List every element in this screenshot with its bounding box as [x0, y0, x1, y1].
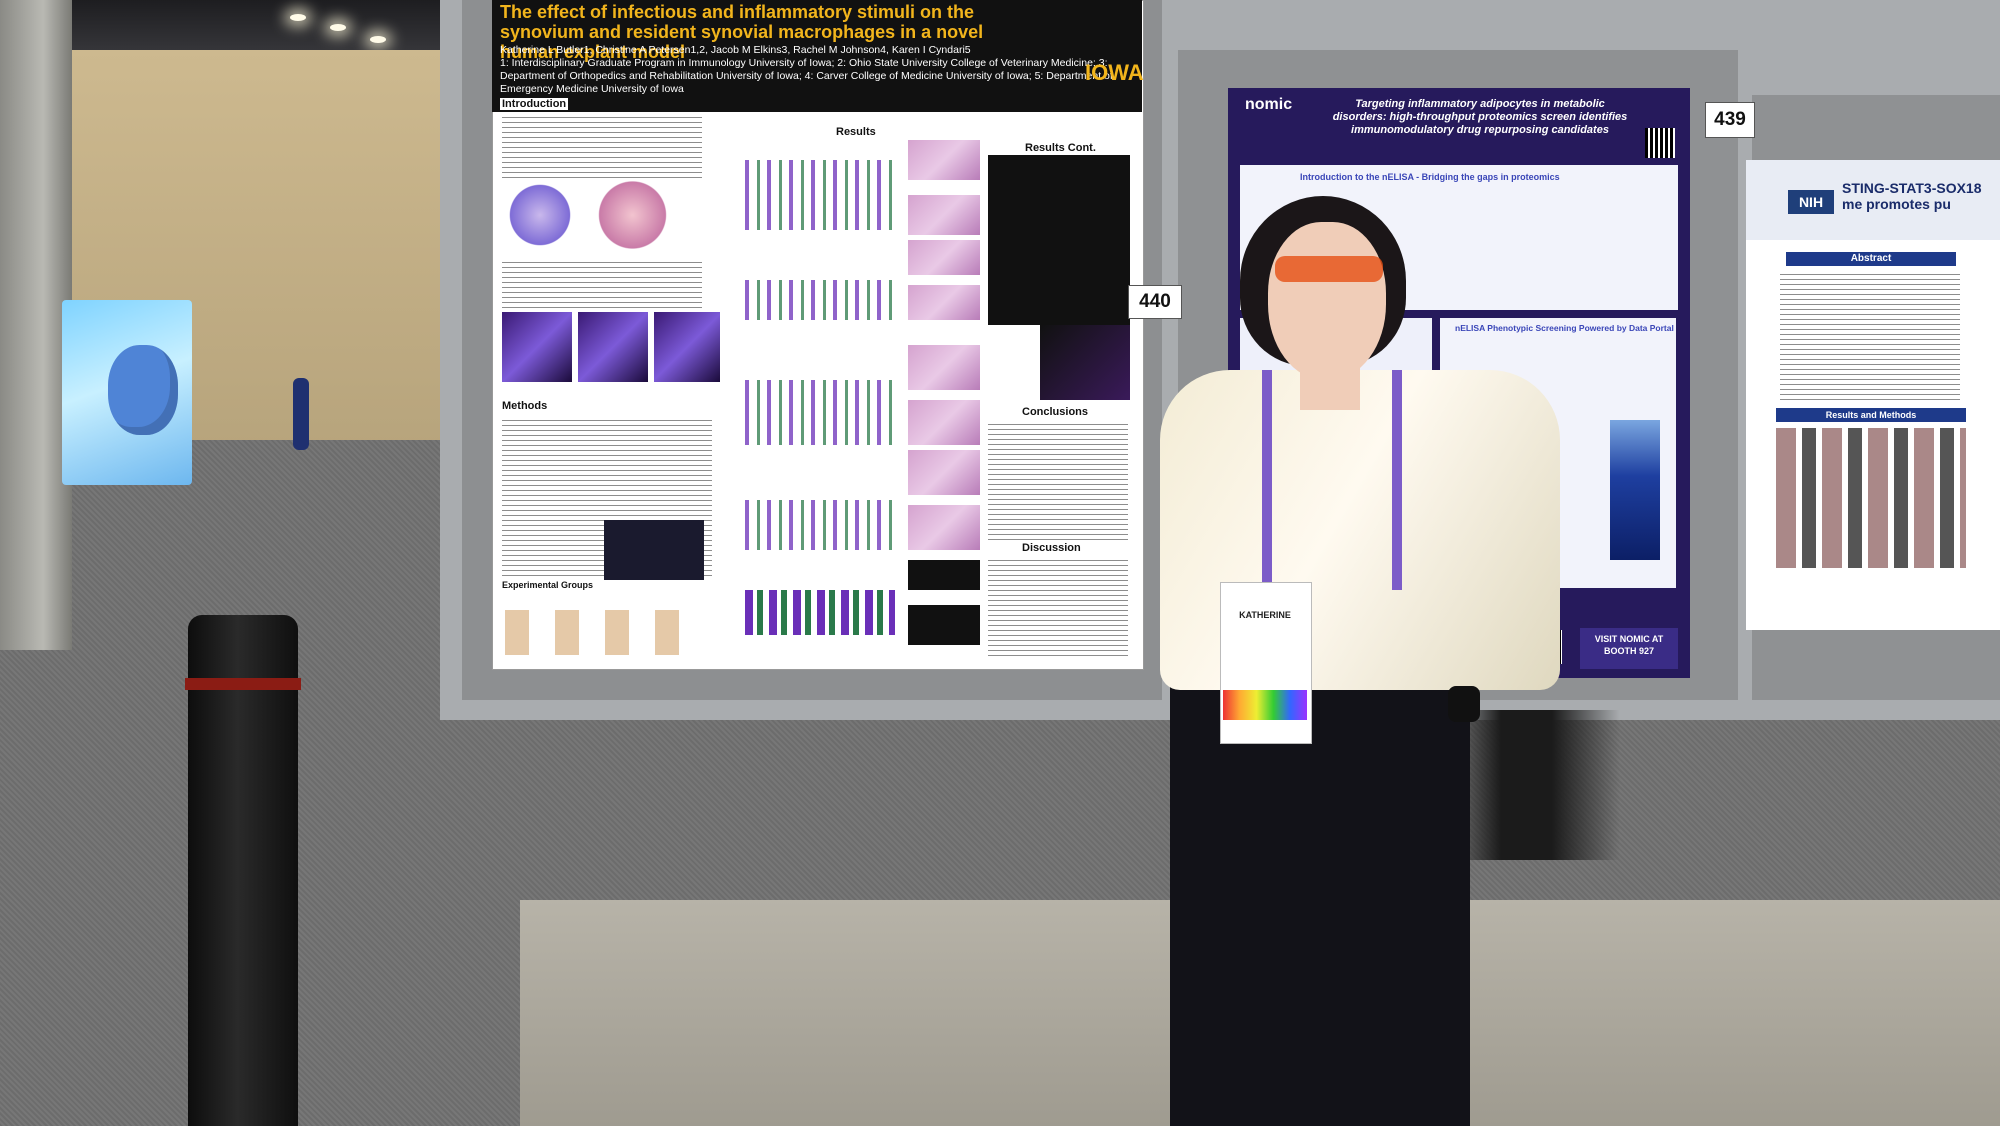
- histology-image: [908, 195, 980, 235]
- wristwatch: [1448, 686, 1480, 722]
- histology-image: [908, 345, 980, 390]
- ceiling-light: [290, 14, 306, 21]
- violin-plot: [745, 380, 895, 445]
- abstract-text: [1780, 270, 1960, 400]
- section-heading: Results: [836, 126, 876, 138]
- section-heading: Abstract: [1786, 252, 1956, 266]
- iowa-logo: IOWA: [1085, 60, 1144, 85]
- poster-title: Targeting inflammatory adipocytes in met…: [1332, 98, 1628, 136]
- microscopy-image: [502, 312, 572, 382]
- experimental-groups-graphic: [505, 610, 705, 655]
- mascot-graphic: [108, 345, 178, 435]
- histology-image: [908, 285, 980, 320]
- distant-attendee: [293, 378, 309, 450]
- poster-authors: Katherine L Butler1, Christine A Peterse…: [500, 44, 1120, 96]
- diagram-joint: [505, 180, 575, 250]
- section-heading: nELISA Phenotypic Screening Powered by D…: [1455, 323, 1674, 333]
- histology-image: [908, 240, 980, 275]
- violin-plot: [745, 280, 895, 320]
- background-attendees: [1450, 710, 1620, 860]
- violin-plot: [745, 160, 895, 230]
- bar-plot: [745, 590, 895, 635]
- concrete-column: [0, 0, 72, 650]
- conclusions-text: [988, 420, 1128, 540]
- section-heading: Discussion: [1022, 542, 1081, 554]
- board-number: 439: [1705, 102, 1755, 138]
- poster-tube-band: [185, 678, 301, 690]
- section-heading: Experimental Groups: [502, 580, 594, 590]
- histology-image: [908, 450, 980, 495]
- heatmap-graphic: [1610, 420, 1660, 560]
- microscopy-image: [578, 312, 648, 382]
- microscopy-image: [654, 312, 720, 382]
- poster-title: The effect of infectious and inflammator…: [500, 2, 984, 62]
- histology-image: [908, 605, 980, 645]
- intro-text: [502, 113, 702, 178]
- fluorescence-panel: [988, 155, 1130, 325]
- histology-image: [908, 560, 980, 590]
- badge-ribbon: [1223, 690, 1307, 720]
- histology-image: [908, 505, 980, 550]
- histology-image: [908, 400, 980, 445]
- ceiling-light: [370, 36, 386, 43]
- section-heading: Introduction: [500, 98, 569, 110]
- discussion-text: [988, 556, 1128, 656]
- nomic-logo: nomic: [1245, 96, 1293, 113]
- booth-callout: VISIT NOMIC AT BOOTH 927: [1580, 628, 1678, 669]
- section-heading: Methods: [502, 400, 548, 412]
- violin-plot: [745, 500, 895, 550]
- qr-code: [1645, 128, 1675, 158]
- affiliations: 1: Interdisciplinary Graduate Program in…: [500, 57, 1113, 95]
- poster-tube: [188, 615, 298, 1126]
- section-heading: Results Cont.: [1025, 142, 1096, 154]
- section-heading: Conclusions: [1022, 406, 1089, 418]
- nih-logo: NIH: [1788, 190, 1834, 214]
- section-heading: Introduction to the nELISA - Bridging th…: [1300, 172, 1560, 182]
- fluorescence-panel: [1040, 325, 1130, 400]
- diagram-synovium: [590, 180, 675, 250]
- board-number: 440: [1128, 285, 1182, 319]
- sunglasses: [1275, 256, 1383, 282]
- methods-image: [604, 520, 704, 580]
- figure-panel: [1776, 428, 1966, 568]
- section-heading: Results and Methods: [1776, 408, 1966, 422]
- lanyard: [1262, 370, 1402, 590]
- rsm-text: [502, 258, 702, 308]
- ceiling-light: [330, 24, 346, 31]
- person-face: [1268, 222, 1386, 380]
- poster-title: STING-STAT3-SOX18 me promotes pu: [1842, 180, 1982, 212]
- author-list: Katherine L Butler1, Christine A Peterse…: [500, 44, 971, 56]
- badge-name: KATHERINE: [1239, 610, 1291, 620]
- histology-image: [908, 140, 980, 180]
- person-pants: [1170, 670, 1470, 1126]
- poster-header: [492, 0, 1142, 112]
